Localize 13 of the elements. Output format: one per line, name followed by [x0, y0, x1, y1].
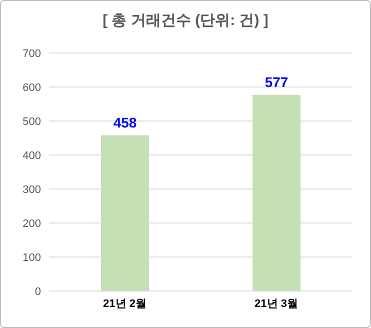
x-tick-label: 21년 2월 [103, 298, 146, 310]
data-label: 577 [264, 74, 288, 90]
y-tick-label: 100 [22, 252, 41, 264]
y-tick-label: 500 [22, 116, 41, 128]
y-tick-label: 600 [22, 82, 41, 94]
x-tick-label: 21년 3월 [254, 298, 298, 310]
data-label: 458 [113, 114, 137, 130]
y-tick-label: 400 [22, 150, 41, 162]
y-tick-label: 200 [22, 218, 41, 230]
y-tick-label: 300 [22, 184, 41, 196]
y-tick-label: 0 [34, 286, 41, 298]
y-tick-label: 700 [22, 48, 41, 60]
chart-title: [ 총 거래건수 (단위: 건) ] [102, 11, 270, 30]
